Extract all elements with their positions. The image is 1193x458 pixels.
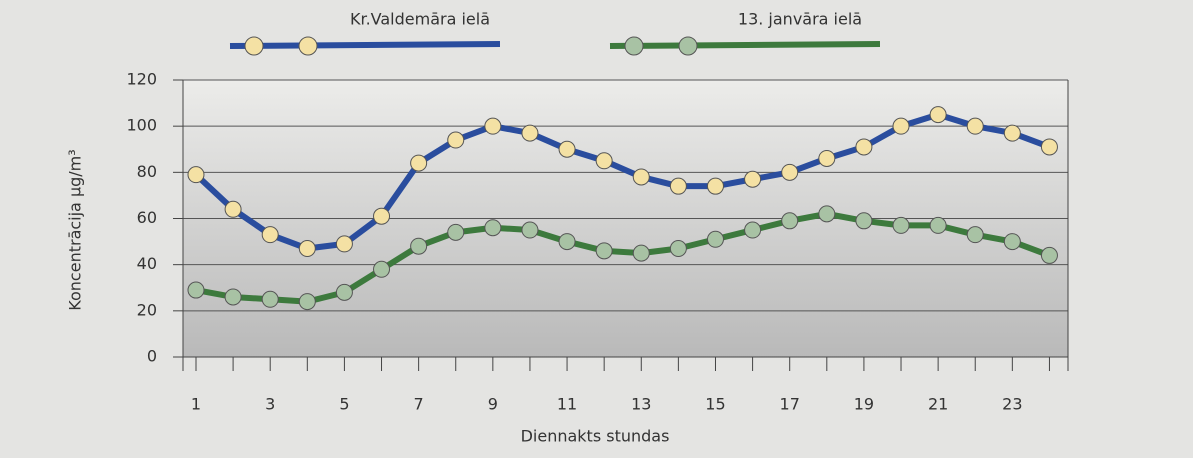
data-point [892,216,910,234]
data-point [447,131,465,149]
data-point [558,140,576,158]
legend-label: Kr.Valdemāra ielā [350,10,490,29]
x-tick-label: 1 [191,395,201,414]
data-point [224,200,242,218]
data-point [1040,246,1058,264]
x-tick-label: 3 [265,395,275,414]
y-axis-label: Koncentrācija μg/m³ [66,149,85,310]
legend-line [609,41,881,49]
data-point [781,212,799,230]
data-point [929,106,947,124]
data-point [261,226,279,244]
data-point [187,281,205,299]
data-point [669,240,687,258]
x-tick-label: 19 [854,395,874,414]
legend-label: 13. janvāra ielā [738,10,862,29]
y-tick-label: 80 [137,162,157,181]
x-tick-label: 15 [705,395,725,414]
data-point [484,219,502,237]
data-point [855,212,873,230]
x-tick-label: 11 [557,395,577,414]
data-point [484,117,502,135]
data-point [744,221,762,239]
data-point [744,170,762,188]
x-axis-label: Diennakts stundas [521,427,670,446]
data-point [1003,124,1021,142]
data-point [781,163,799,181]
y-tick-label: 120 [126,70,157,89]
data-point [818,205,836,223]
data-point [1040,138,1058,156]
data-point [669,177,687,195]
data-point [373,207,391,225]
x-tick-label: 9 [488,395,498,414]
data-point [706,230,724,248]
data-point [298,293,316,311]
data-point [929,216,947,234]
x-tick-label: 5 [339,395,349,414]
data-point [410,237,428,255]
x-tick-label: 21 [928,395,948,414]
y-tick-label: 20 [137,300,157,319]
data-point [595,152,613,170]
legend-marker [624,36,644,56]
data-point [892,117,910,135]
x-tick-label: 23 [1002,395,1022,414]
data-point [447,223,465,241]
legend-line [229,41,501,49]
data-point [224,288,242,306]
data-point [335,283,353,301]
data-point [595,242,613,260]
x-tick-label: 13 [631,395,651,414]
data-point [966,226,984,244]
data-point [632,244,650,262]
legend-marker [298,36,318,56]
data-point [187,166,205,184]
legend-marker [678,36,698,56]
y-tick-label: 0 [147,347,157,366]
data-point [818,149,836,167]
data-point [706,177,724,195]
y-tick-label: 100 [126,116,157,135]
legend-marker [244,36,264,56]
data-point [632,168,650,186]
data-point [373,260,391,278]
data-point [966,117,984,135]
y-tick-label: 60 [137,208,157,227]
data-point [521,124,539,142]
y-tick-label: 40 [137,254,157,273]
x-tick-label: 17 [780,395,800,414]
data-point [335,235,353,253]
x-tick-label: 7 [414,395,424,414]
data-point [855,138,873,156]
data-point [1003,233,1021,251]
data-point [558,233,576,251]
data-point [410,154,428,172]
data-point [261,290,279,308]
data-point [521,221,539,239]
data-point [298,240,316,258]
